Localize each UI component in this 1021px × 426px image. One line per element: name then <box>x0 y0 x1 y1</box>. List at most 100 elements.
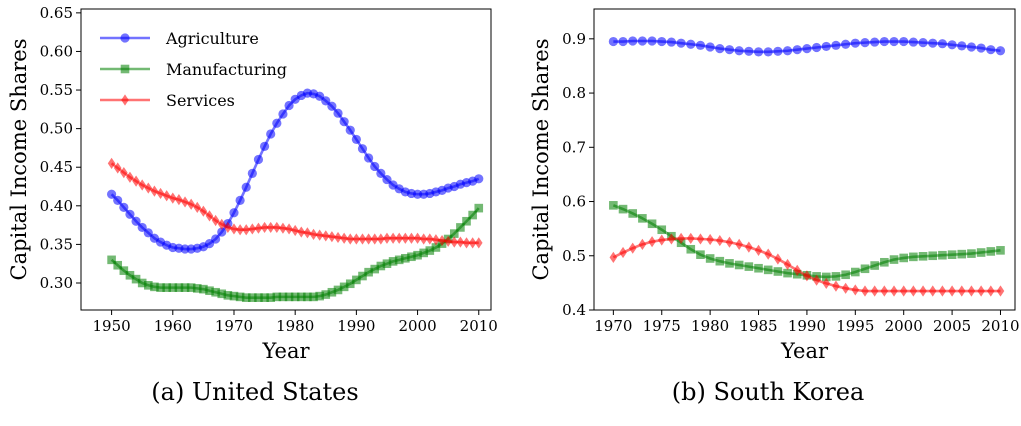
kr-point-agriculture-1979 <box>695 40 706 50</box>
us-point-services-2005 <box>444 235 452 247</box>
kr-point-services-2001 <box>909 285 918 297</box>
us-legend-label-agriculture: Agriculture <box>165 29 259 48</box>
kr-point-agriculture-1980 <box>705 42 715 52</box>
us-point-manufacturing-1957 <box>150 282 159 292</box>
us-point-agriculture-1979 <box>284 100 294 111</box>
us-point-manufacturing-1999 <box>407 252 416 262</box>
us-plot-frame <box>80 8 492 311</box>
us-ticks: 1950 1960 1970 1980 1990 2000 2010 0.30 0.35 0.40… <box>40 4 498 335</box>
us-y-tick-label-4: 0.50 <box>40 120 73 138</box>
us-point-services-1964 <box>193 201 202 213</box>
us-point-manufacturing-1984 <box>315 291 324 301</box>
kr-y-axis-title: Capital Income Shares <box>529 38 553 280</box>
kr-point-services-1985 <box>754 244 763 256</box>
kr-point-manufacturing-2005 <box>947 250 957 259</box>
us-x-tick-label-2010: 2010 <box>460 317 498 335</box>
us-point-agriculture-1992 <box>364 153 374 163</box>
us-point-services-1971 <box>236 224 244 236</box>
kr-point-agriculture-1997 <box>870 37 880 47</box>
kr-point-services-1971 <box>619 246 627 259</box>
us-point-manufacturing-1955 <box>137 278 147 288</box>
us-point-services-1959 <box>162 190 171 202</box>
us-point-manufacturing-1976 <box>266 293 276 302</box>
kr-point-manufacturing-1984 <box>744 262 754 271</box>
us-point-agriculture-1989 <box>345 125 355 135</box>
us-point-services-1978 <box>279 222 287 234</box>
us-y-axis-title: Capital Income Shares <box>7 38 31 280</box>
us-y-tick-label-2: 0.40 <box>40 197 73 215</box>
us-point-services-1995 <box>383 232 391 244</box>
us-point-services-1985 <box>321 230 330 242</box>
us-point-manufacturing-1966 <box>205 286 214 296</box>
us-point-agriculture-1954 <box>131 216 141 226</box>
us-point-manufacturing-1977 <box>272 292 282 302</box>
kr-point-manufacturing-1994 <box>841 270 850 280</box>
us-point-manufacturing-1961 <box>174 283 184 292</box>
us-point-services-1960 <box>168 192 177 204</box>
kr-point-agriculture-1971 <box>618 36 628 47</box>
us-y-tick-label-7: 0.65 <box>40 4 73 22</box>
us-point-services-1992 <box>364 233 373 245</box>
us-x-tick-label-1960: 1960 <box>154 317 192 335</box>
kr-point-agriculture-1985 <box>753 47 764 57</box>
us-x-tick-label-2000: 2000 <box>398 317 436 335</box>
us-point-services-2010 <box>474 237 483 249</box>
us-point-agriculture-1995 <box>382 174 392 185</box>
us-point-manufacturing-1989 <box>345 279 355 289</box>
us-point-manufacturing-2008 <box>462 216 471 226</box>
kr-point-manufacturing-1979 <box>696 250 705 259</box>
us-point-services-2000 <box>413 232 422 244</box>
us-point-manufacturing-2003 <box>431 243 441 252</box>
us-point-manufacturing-1992 <box>364 267 373 277</box>
us-point-manufacturing-1952 <box>119 266 129 275</box>
us-point-manufacturing-2002 <box>425 246 435 255</box>
us-point-services-1998 <box>401 232 410 244</box>
us-point-agriculture-1975 <box>259 141 270 151</box>
us-point-manufacturing-1997 <box>394 255 404 265</box>
kr-point-agriculture-1993 <box>831 40 841 50</box>
kr-point-services-2009 <box>987 285 995 297</box>
us-point-services-1963 <box>187 198 195 210</box>
kr-point-manufacturing-1973 <box>638 214 647 223</box>
us-caption: (a) United States <box>151 378 358 406</box>
kr-point-services-1989 <box>793 264 802 277</box>
us-point-services-1969 <box>224 221 232 234</box>
kr-point-agriculture-2004 <box>937 39 948 49</box>
kr-series-agriculture <box>608 36 1006 57</box>
us-point-manufacturing-1987 <box>333 285 343 295</box>
kr-point-agriculture-2007 <box>966 42 977 52</box>
us-point-manufacturing-1983 <box>309 292 318 302</box>
kr-point-services-1998 <box>880 285 889 297</box>
us-point-services-2007 <box>456 236 465 248</box>
us-point-services-1955 <box>138 179 146 191</box>
kr-point-manufacturing-1980 <box>705 254 715 263</box>
us-point-services-1990 <box>352 233 361 245</box>
us-point-agriculture-1972 <box>241 182 251 192</box>
us-point-manufacturing-2006 <box>449 229 459 238</box>
us-point-services-1987 <box>334 231 342 244</box>
kr-point-services-1986 <box>764 248 773 260</box>
us-point-manufacturing-2010 <box>474 203 484 213</box>
us-point-agriculture-1967 <box>211 234 221 244</box>
us-point-services-1988 <box>340 232 348 244</box>
us-point-manufacturing-1995 <box>382 259 392 268</box>
kr-point-manufacturing-2004 <box>938 250 947 260</box>
kr-plot-frame <box>593 8 1016 311</box>
us-point-agriculture-1976 <box>266 129 276 139</box>
us-point-manufacturing-1975 <box>260 293 269 302</box>
kr-point-agriculture-2000 <box>899 36 909 47</box>
us-point-manufacturing-1996 <box>388 257 398 266</box>
us-point-agriculture-1955 <box>137 222 147 233</box>
us-point-services-1954 <box>132 175 140 187</box>
kr-y-tick-label-5: 0.9 <box>562 30 586 48</box>
kr-point-manufacturing-1970 <box>609 201 618 210</box>
us-point-manufacturing-1969 <box>223 291 233 300</box>
us-point-agriculture-1987 <box>333 108 343 118</box>
us-point-manufacturing-1960 <box>168 283 178 292</box>
us-x-tick-label-1970: 1970 <box>215 317 253 335</box>
us-x-axis-title: Year <box>261 339 310 363</box>
us-point-services-1962 <box>181 196 189 208</box>
kr-point-agriculture-1991 <box>811 42 822 53</box>
kr-point-manufacturing-1995 <box>851 267 860 277</box>
us-point-agriculture-1973 <box>247 168 257 178</box>
